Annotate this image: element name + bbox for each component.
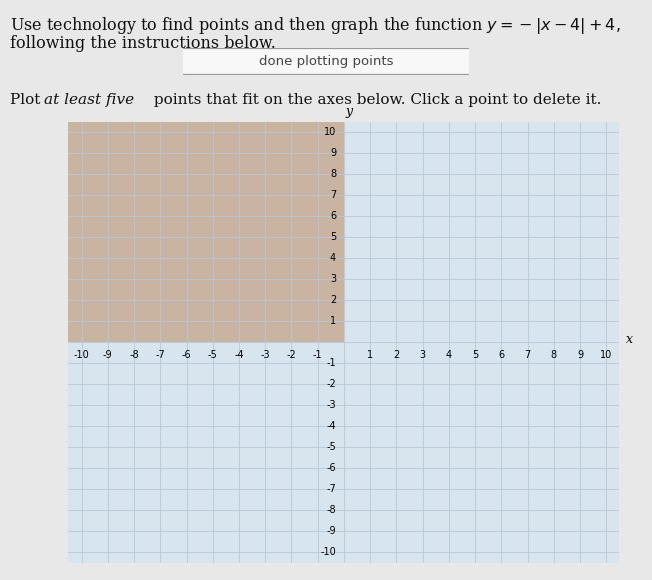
Text: following the instructions below.: following the instructions below. <box>10 35 276 52</box>
Text: 9: 9 <box>330 148 336 158</box>
Polygon shape <box>68 122 344 342</box>
Text: -4: -4 <box>327 421 336 431</box>
Text: 7: 7 <box>330 190 336 200</box>
Text: -7: -7 <box>155 350 165 360</box>
Text: -5: -5 <box>208 350 218 360</box>
Text: -8: -8 <box>327 505 336 515</box>
Text: 6: 6 <box>330 211 336 221</box>
Text: 6: 6 <box>498 350 505 360</box>
Text: -2: -2 <box>326 379 336 389</box>
Text: 10: 10 <box>324 127 336 137</box>
Text: at least five: at least five <box>44 93 134 107</box>
Text: 3: 3 <box>330 274 336 284</box>
FancyBboxPatch shape <box>180 48 472 75</box>
Text: 9: 9 <box>577 350 583 360</box>
Text: -5: -5 <box>326 442 336 452</box>
Text: -8: -8 <box>129 350 139 360</box>
Text: Use technology to find points and then graph the function $y = -|x - 4| + 4,$: Use technology to find points and then g… <box>10 14 621 35</box>
Text: 5: 5 <box>472 350 478 360</box>
Text: 4: 4 <box>330 253 336 263</box>
Text: 8: 8 <box>551 350 557 360</box>
Text: 1: 1 <box>330 316 336 326</box>
Text: -1: -1 <box>313 350 323 360</box>
Text: -9: -9 <box>103 350 113 360</box>
Text: 5: 5 <box>330 232 336 242</box>
Text: 7: 7 <box>524 350 531 360</box>
Text: y: y <box>346 104 353 118</box>
Text: done plotting points: done plotting points <box>259 55 393 68</box>
Text: 10: 10 <box>600 350 612 360</box>
Text: -4: -4 <box>234 350 244 360</box>
Text: -2: -2 <box>287 350 297 360</box>
Text: points that fit on the axes below. Click a point to delete it.: points that fit on the axes below. Click… <box>149 93 601 107</box>
Text: 4: 4 <box>446 350 452 360</box>
Text: -10: -10 <box>74 350 89 360</box>
Text: 2: 2 <box>393 350 400 360</box>
Text: x: x <box>626 332 633 346</box>
Text: 8: 8 <box>330 169 336 179</box>
Text: -3: -3 <box>327 400 336 410</box>
Text: -7: -7 <box>326 484 336 494</box>
Text: -9: -9 <box>327 526 336 536</box>
Text: -10: -10 <box>320 547 336 557</box>
Text: Plot: Plot <box>10 93 45 107</box>
Text: -3: -3 <box>260 350 270 360</box>
Text: 2: 2 <box>330 295 336 305</box>
Text: -1: -1 <box>327 358 336 368</box>
Text: -6: -6 <box>182 350 191 360</box>
Text: -6: -6 <box>327 463 336 473</box>
Text: 1: 1 <box>367 350 373 360</box>
Text: 3: 3 <box>420 350 426 360</box>
